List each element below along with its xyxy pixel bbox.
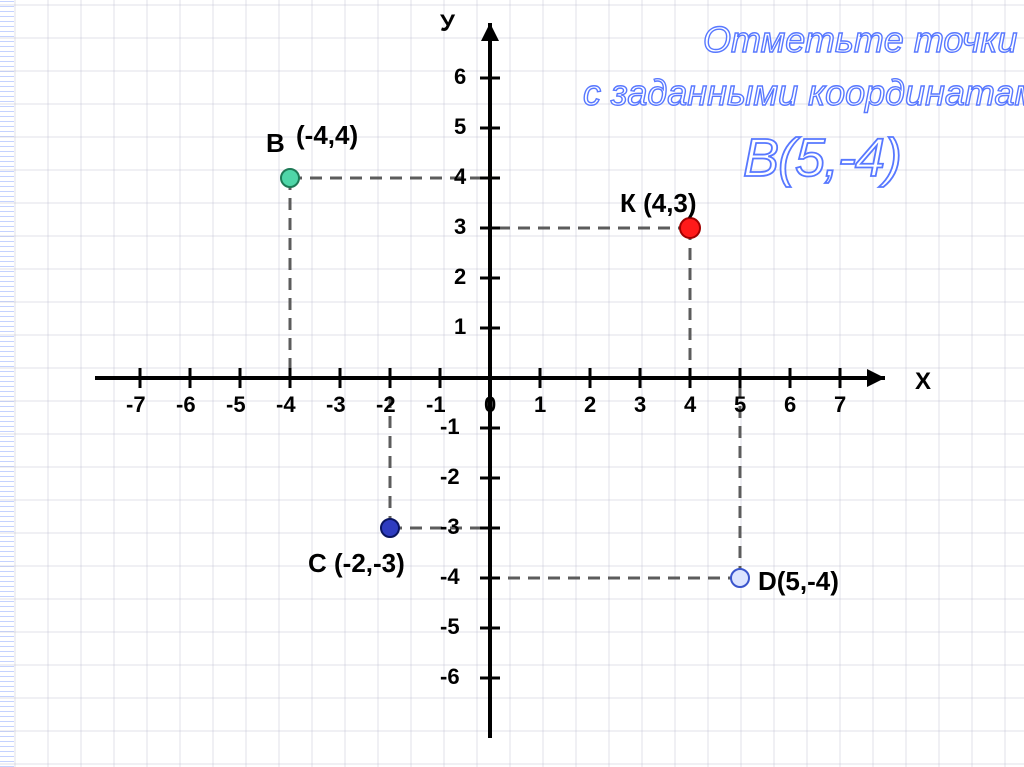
y-axis-label: У [440,10,455,38]
x-tick-6: 6 [784,392,796,418]
y-tick--5: -5 [440,614,460,640]
y-tick--6: -6 [440,664,460,690]
origin-label: 0 [484,392,496,418]
point-prefix-B: В [266,128,285,159]
svg-text:В(5,-4): В(5,-4) [743,128,901,188]
x-tick--2: -2 [376,392,396,418]
x-tick--7: -7 [126,392,146,418]
svg-text:Отметьте точки: Отметьте точки [703,19,1017,60]
y-tick-4: 4 [454,164,466,190]
x-tick--3: -3 [326,392,346,418]
x-tick--5: -5 [226,392,246,418]
x-tick--6: -6 [176,392,196,418]
title-line-1: Отметьте точки [658,18,1024,71]
title-line-2: с заданными координатами [578,71,1024,124]
y-tick-6: 6 [454,64,466,90]
point-B [281,169,299,187]
y-tick-2: 2 [454,264,466,290]
point-K [680,218,700,238]
svg-text:с заданными координатами: с заданными координатами [583,72,1024,113]
x-tick-1: 1 [534,392,546,418]
y-tick-5: 5 [454,114,466,140]
y-tick--1: -1 [440,414,460,440]
y-tick--4: -4 [440,564,460,590]
title-line-3: В(5,-4) [658,126,1024,205]
x-tick-4: 4 [684,392,696,418]
point-label-C: С (-2,-3) [308,548,405,579]
point-C [381,519,399,537]
x-tick-2: 2 [584,392,596,418]
x-tick-3: 3 [634,392,646,418]
x-axis-label: Х [915,368,931,396]
point-label-K: К (4,3) [620,188,697,219]
y-tick--3: -3 [440,514,460,540]
point-label-B: (-4,4) [296,120,358,151]
x-tick--4: -4 [276,392,296,418]
x-tick-5: 5 [734,392,746,418]
point-label-D: D(5,-4) [758,566,839,597]
y-tick--2: -2 [440,464,460,490]
x-tick-7: 7 [834,392,846,418]
point-D [731,569,749,587]
y-tick-1: 1 [454,314,466,340]
title-block: Отметьте точки с заданными координатами … [658,18,1024,205]
y-tick-3: 3 [454,214,466,240]
